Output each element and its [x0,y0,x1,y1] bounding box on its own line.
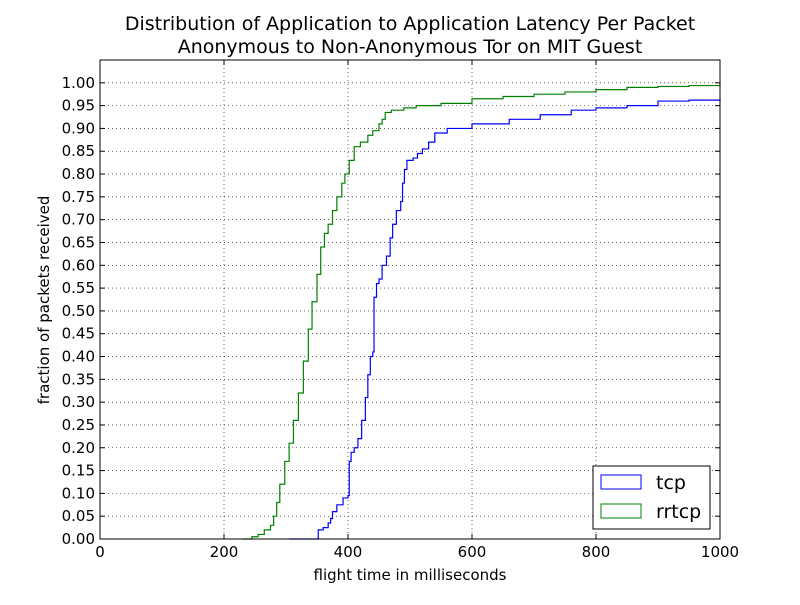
chart-subtitle: Anonymous to Non-Anonymous Tor on MIT Gu… [178,36,643,58]
y-tick-label: 0.10 [62,484,95,502]
y-tick-label: 0.85 [62,142,95,160]
y-tick-label: 0.80 [62,165,95,183]
y-tick-label: 0.95 [62,97,95,115]
plot-frame [99,59,721,540]
y-tick-label: 0.65 [62,233,95,251]
y-tick-label: 0.75 [62,188,95,206]
x-tick-label: 400 [334,543,363,561]
x-axis-label: flight time in milliseconds [314,566,507,584]
y-tick-label: 0.35 [62,370,95,388]
y-tick-label: 0.50 [62,302,95,320]
x-tick-label: 200 [210,543,239,561]
legend-swatch-rrtcp [600,503,642,519]
y-tick-label: 0.05 [62,507,95,525]
x-tick-label: 0 [95,543,105,561]
y-tick-label: 0.40 [62,348,95,366]
y-tick-label: 0.00 [62,530,95,548]
ticks-layer: 0 200 400 600 800 1000 0.00 0.05 0.10 0.15 0.20 0.2… [62,60,739,561]
x-tick-label: 600 [458,543,487,561]
chart-title: Distribution of Application to Applicati… [125,13,695,35]
x-tick-label: 800 [582,543,611,561]
y-tick-label: 0.70 [62,211,95,229]
legend-label-rrtcp: rrtcp [656,501,701,523]
x-tick-label: 1000 [701,543,739,561]
series-line-tcp [289,98,721,540]
y-tick-label: 1.00 [62,74,95,92]
y-tick-label: 0.90 [62,119,95,137]
y-tick-label: 0.20 [62,439,95,457]
y-tick-label: 0.15 [62,462,95,480]
y-tick-label: 0.60 [62,256,95,274]
legend-label-tcp: tcp [656,472,686,494]
series-line-rrtcp [242,83,721,540]
legend-swatch-tcp [600,474,642,490]
y-axis-label: fraction of packets received [35,196,53,405]
legend: tcp rrtcp [592,465,711,530]
y-tick-label: 0.25 [62,416,95,434]
y-tick-label: 0.30 [62,393,95,411]
y-tick-label: 0.55 [62,279,95,297]
series-layer [242,83,721,540]
y-tick-label: 0.45 [62,325,95,343]
